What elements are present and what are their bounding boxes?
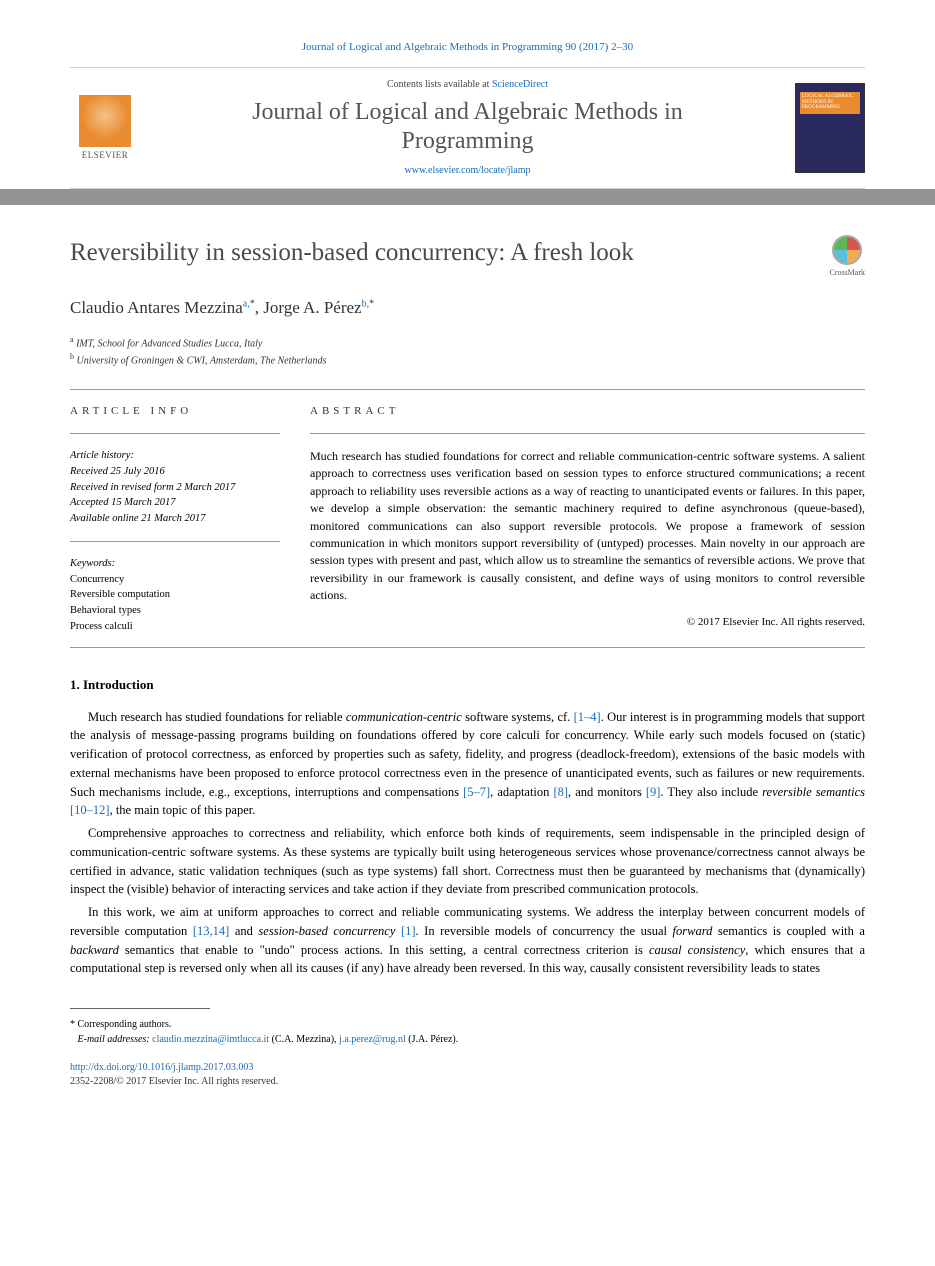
separator-bar (0, 189, 935, 205)
citation-link[interactable]: [1–4] (574, 710, 601, 724)
text: , the main topic of this paper. (110, 803, 256, 817)
text: software systems, cf. (462, 710, 574, 724)
received-date: Received 25 July 2016 (70, 466, 165, 477)
text: . In reversible models of concurrency th… (416, 924, 673, 938)
top-citation: Journal of Logical and Algebraic Methods… (70, 40, 865, 55)
text: and (229, 924, 258, 938)
keyword: Concurrency (70, 574, 124, 585)
author-1-name: Claudio Antares Mezzina (70, 298, 243, 317)
email-label: E-mail addresses: (78, 1034, 150, 1045)
article-info-heading: article info (70, 404, 280, 419)
author-list: Claudio Antares Mezzinaa, *, Jorge A. Pér… (70, 296, 865, 320)
contents-prefix: Contents lists available at (387, 79, 492, 90)
emphasis: session-based concurrency (258, 924, 395, 938)
revised-date: Received in revised form 2 March 2017 (70, 482, 235, 493)
emphasis: communication-centric (346, 710, 462, 724)
publisher-logo[interactable]: ELSEVIER (70, 88, 140, 168)
keywords-label: Keywords: (70, 558, 115, 569)
text: , adaptation (490, 785, 553, 799)
journal-url[interactable]: www.elsevier.com/locate/jlamp (152, 164, 783, 178)
author-2-name: Jorge A. Pérez (263, 298, 361, 317)
journal-name: Journal of Logical and Algebraic Methods… (152, 98, 783, 156)
divider (310, 433, 865, 434)
divider (70, 433, 280, 434)
keyword: Process calculi (70, 621, 133, 632)
text: (C.A. Mezzina), (272, 1034, 339, 1045)
star-icon: * (70, 1019, 75, 1030)
emphasis: causal consistency (649, 943, 745, 957)
keyword: Reversible computation (70, 589, 170, 600)
online-date: Available online 21 March 2017 (70, 513, 206, 524)
section-number: 1. (70, 677, 80, 692)
citation-link[interactable]: [13,14] (193, 924, 229, 938)
abstract-text: Much research has studied foundations fo… (310, 448, 865, 605)
elsevier-tree-icon (79, 95, 131, 147)
citation-link[interactable]: [10–12] (70, 803, 110, 817)
text: semantics is coupled with a (712, 924, 865, 938)
crossmark-badge[interactable]: CrossMark (829, 235, 865, 278)
doi-link[interactable]: http://dx.doi.org/10.1016/j.jlamp.2017.0… (70, 1061, 865, 1075)
divider (70, 647, 865, 648)
affiliation-b: University of Groningen & CWI, Amsterdam… (77, 356, 327, 367)
text: (J.A. Pérez). (408, 1034, 458, 1045)
author-2-corresponding-star: * (369, 299, 374, 310)
crossmark-label: CrossMark (829, 267, 865, 278)
emphasis: forward (673, 924, 713, 938)
divider (70, 389, 865, 390)
text: semantics that enable to "undo" process … (119, 943, 649, 957)
footnote-separator (70, 1008, 210, 1009)
author-1-affil-sup: a, (243, 299, 250, 310)
text: Much research has studied foundations fo… (88, 710, 346, 724)
abstract-copyright: © 2017 Elsevier Inc. All rights reserved… (310, 615, 865, 630)
sciencedirect-link[interactable]: ScienceDirect (492, 79, 548, 90)
email-footnote: E-mail addresses: claudio.mezzina@imtluc… (70, 1032, 865, 1047)
accepted-date: Accepted 15 March 2017 (70, 497, 175, 508)
journal-name-line1: Journal of Logical and Algebraic Methods… (252, 99, 683, 125)
body-paragraph: Much research has studied foundations fo… (70, 708, 865, 821)
author-2-email[interactable]: j.a.perez@rug.nl (339, 1034, 406, 1045)
citation-link[interactable]: [8] (553, 785, 568, 799)
section-heading-intro: 1. Introduction (70, 676, 865, 694)
issn-copyright: 2352-2208/© 2017 Elsevier Inc. All right… (70, 1075, 865, 1089)
body-paragraph: Comprehensive approaches to correctness … (70, 824, 865, 899)
abstract-heading: abstract (310, 404, 865, 419)
citation-link[interactable]: [9] (646, 785, 661, 799)
cover-thumb-text: LOGICAL ALGEBRAIC METHODS IN PROGRAMMING (802, 94, 864, 111)
corresponding-author-footnote: * Corresponding authors. (70, 1017, 865, 1032)
article-title: Reversibility in session-based concurren… (70, 235, 634, 270)
body-paragraph: In this work, we aim at uniform approach… (70, 903, 865, 978)
journal-name-line2: Programming (402, 128, 534, 154)
keyword: Behavioral types (70, 605, 141, 616)
author-1-email[interactable]: claudio.mezzina@imtlucca.it (152, 1034, 269, 1045)
keywords-block: Keywords: Concurrency Reversible computa… (70, 556, 280, 635)
emphasis: reversible semantics (762, 785, 865, 799)
author-2-affil-sup: b, (362, 299, 370, 310)
corresponding-label: Corresponding authors. (78, 1019, 172, 1030)
section-title: Introduction (83, 677, 154, 692)
history-label: Article history: (70, 448, 280, 464)
divider (70, 541, 280, 542)
text: . They also include (660, 785, 762, 799)
affiliation-a: IMT, School for Advanced Studies Lucca, … (76, 338, 262, 349)
text: , and monitors (568, 785, 646, 799)
journal-cover-thumbnail: LOGICAL ALGEBRAIC METHODS IN PROGRAMMING (795, 83, 865, 173)
masthead: ELSEVIER Contents lists available at Sci… (70, 67, 865, 189)
article-history: Article history: Received 25 July 2016 R… (70, 448, 280, 527)
crossmark-icon (832, 235, 862, 265)
contents-available-line: Contents lists available at ScienceDirec… (152, 78, 783, 92)
citation-link[interactable]: [1] (401, 924, 416, 938)
emphasis: backward (70, 943, 119, 957)
author-separator: , (255, 298, 264, 317)
affiliations: a IMT, School for Advanced Studies Lucca… (70, 334, 865, 369)
publisher-name: ELSEVIER (82, 149, 129, 162)
citation-link[interactable]: [5–7] (463, 785, 490, 799)
